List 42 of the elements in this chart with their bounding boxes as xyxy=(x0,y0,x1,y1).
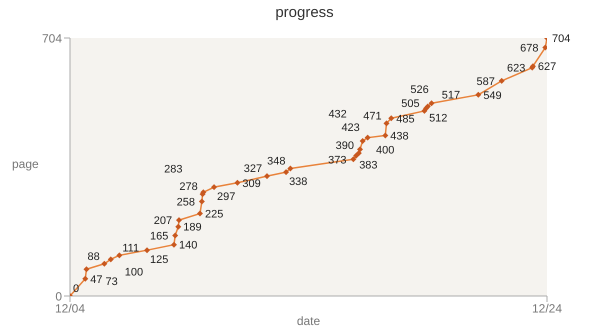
data-label: 390 xyxy=(336,140,354,152)
data-label: 526 xyxy=(410,84,429,96)
data-label: 309 xyxy=(242,178,261,190)
data-label: 423 xyxy=(341,122,360,134)
data-label: 100 xyxy=(124,266,144,278)
data-label: 165 xyxy=(150,230,168,243)
data-label: 278 xyxy=(179,181,198,194)
x-axis-title: date xyxy=(296,314,322,328)
data-label: 283 xyxy=(164,163,182,176)
data-label: 438 xyxy=(390,130,409,142)
data-label: 471 xyxy=(363,110,382,122)
data-label: 140 xyxy=(178,240,198,252)
data-label: 704 xyxy=(552,33,570,45)
data-label: 383 xyxy=(359,160,378,172)
data-label: 73 xyxy=(105,276,118,288)
data-label: 678 xyxy=(520,42,538,55)
data-label: 587 xyxy=(476,76,495,88)
data-label: 627 xyxy=(538,61,556,74)
data-label: 88 xyxy=(88,250,100,263)
x-tick-label: 12/24 xyxy=(532,302,562,316)
data-label: 400 xyxy=(376,144,394,156)
data-label: 297 xyxy=(217,191,236,204)
data-label: 517 xyxy=(442,90,460,102)
data-label: 225 xyxy=(204,208,224,221)
data-label: 47 xyxy=(90,274,103,286)
data-label: 207 xyxy=(154,215,172,228)
data-label: 125 xyxy=(150,254,168,266)
data-label: 505 xyxy=(401,98,420,110)
data-label: 327 xyxy=(244,163,262,176)
x-tick-label: 12/04 xyxy=(54,302,86,316)
data-label: 258 xyxy=(176,196,196,208)
data-label: 623 xyxy=(507,62,526,75)
data-label: 111 xyxy=(122,242,140,254)
data-label: 189 xyxy=(183,222,202,234)
data-label: 512 xyxy=(429,112,448,124)
data-label: 338 xyxy=(289,176,308,188)
y-axis-title: page xyxy=(12,157,39,171)
data-label: 485 xyxy=(396,113,415,126)
chart-title: progress xyxy=(274,4,335,21)
data-label: 432 xyxy=(328,108,347,121)
data-label: 549 xyxy=(483,90,502,102)
data-label: 348 xyxy=(267,155,286,168)
